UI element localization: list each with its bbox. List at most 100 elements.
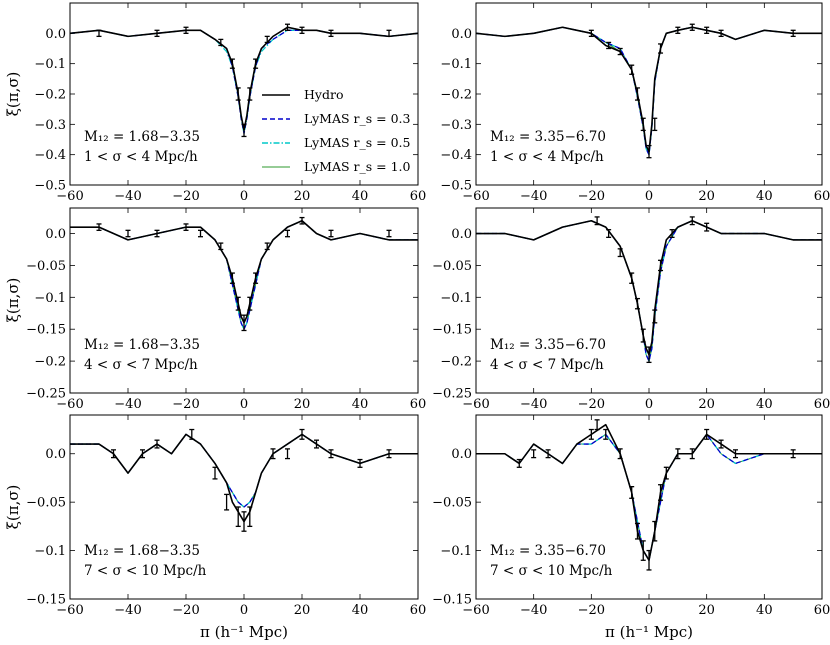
ytick-label-p12-1: −0.1	[440, 57, 472, 72]
ytick-label-p22-0: 0.0	[451, 227, 472, 242]
xtick-label-p21-4: 20	[294, 397, 311, 412]
annotation-p31-1: 7 < σ < 10 Mpc/h	[84, 563, 207, 579]
xtick-label-p12-2: −20	[578, 189, 605, 204]
xtick-label-p22-4: 20	[698, 397, 715, 412]
legend: Hydro LyMAS r_s = 0.3 LyMAS r_s = 0.5 Ly…	[262, 87, 410, 174]
annotation-p21-1: 4 < σ < 7 Mpc/h	[84, 357, 198, 373]
xtick-label-p31-5: 40	[352, 603, 369, 618]
panel-p12: −60 −40 −20 0 20 40 60 0.0 −0.1 −0.2 −0.3 −0.4 −0.5 M…	[440, 2, 830, 204]
xtick-label-p12-0: −60	[462, 189, 489, 204]
series-group-p31	[70, 428, 418, 532]
ytick-label-p12-4: −0.4	[440, 148, 472, 163]
ytick-label-p11-3: −0.3	[34, 118, 66, 133]
annotation-p31-0: M₁₂ = 1.68−3.35	[84, 543, 200, 559]
xtick-label-p22-1: −40	[520, 397, 547, 412]
ytick-label-p12-0: 0.0	[451, 27, 472, 42]
xtick-label-p32-6: 60	[814, 603, 830, 618]
ytick-label-p22-4: −0.2	[440, 355, 472, 370]
ytick-label-p32-3: −0.15	[432, 593, 472, 608]
xtick-label-p21-2: −20	[172, 397, 199, 412]
ytick-label-p21-5: −0.25	[26, 387, 66, 402]
panel-p21: −60 −40 −20 0 20 40 60 0.0 −0.05 −0.1 −0.15 −0.2 −0.…	[26, 207, 427, 412]
ytick-label-p12-3: −0.3	[440, 118, 472, 133]
series-group-p22	[476, 216, 822, 364]
ytick-label-p21-2: −0.1	[34, 291, 66, 306]
series-p11-0	[70, 26, 418, 132]
panel-p32: −60 −40 −20 0 20 40 60 0.0 −0.05 −0.1 −0.15 M₁₂ = 3…	[432, 414, 830, 618]
ytick-label-p21-1: −0.05	[26, 259, 66, 274]
panel-p31: −60 −40 −20 0 20 40 60 0.0 −0.05 −0.1 −0.15 M₁₂ = 1…	[26, 414, 427, 618]
frame-p22	[475, 207, 823, 394]
panel-p22: −60 −40 −20 0 20 40 60 0.0 −0.05 −0.1 −0.15 −0.2 −0.…	[432, 207, 830, 412]
ytick-label-p11-1: −0.1	[34, 57, 66, 72]
xtick-label-p11-5: 40	[352, 189, 369, 204]
annotation-p21-0: M₁₂ = 1.68−3.35	[84, 337, 200, 353]
annotation-p32-1: 7 < σ < 10 Mpc/h	[490, 563, 613, 579]
series-p22-0	[476, 219, 822, 356]
xtick-label-p22-3: 0	[645, 397, 653, 412]
xtick-label-p31-4: 20	[294, 603, 311, 618]
series-group-p32	[476, 419, 822, 571]
annotation-p11-1: 1 < σ < 4 Mpc/h	[84, 149, 198, 165]
xtick-label-p11-0: −60	[56, 189, 83, 204]
xtick-label-p22-2: −20	[578, 397, 605, 412]
xtick-label-p32-2: −20	[578, 603, 605, 618]
annotation-p12-0: M₁₂ = 3.35−6.70	[490, 129, 606, 145]
xtick-label-p21-6: 60	[410, 397, 427, 412]
xtick-label-p11-2: −20	[172, 189, 199, 204]
xtick-label-p32-4: 20	[698, 603, 715, 618]
xtick-label-p31-1: −40	[114, 603, 141, 618]
xtick-label-p32-3: 0	[645, 603, 653, 618]
xtick-label-p11-1: −40	[114, 189, 141, 204]
legend-label-rs10: LyMAS r_s = 1.0	[304, 159, 410, 174]
ytick-label-p31-2: −0.1	[34, 544, 66, 559]
xtick-label-p21-0: −60	[56, 397, 83, 412]
ytick-label-p32-0: 0.0	[451, 447, 472, 462]
ytick-label-p32-1: −0.05	[432, 496, 472, 511]
xtick-label-p11-3: 0	[240, 189, 248, 204]
ytick-label-p12-2: −0.2	[440, 88, 472, 103]
series-p21-0	[70, 219, 418, 324]
legend-label-rs05: LyMAS r_s = 0.5	[304, 135, 410, 150]
ytick-label-p21-3: −0.15	[26, 323, 66, 338]
annotation-p22-1: 4 < σ < 7 Mpc/h	[490, 357, 604, 373]
ytick-label-p22-3: −0.15	[432, 323, 472, 338]
ytick-label-p31-3: −0.15	[26, 593, 66, 608]
xtick-label-p31-0: −60	[56, 603, 83, 618]
xtick-label-p21-5: 40	[352, 397, 369, 412]
xlabel-left: π (h⁻¹ Mpc)	[200, 623, 288, 641]
xtick-label-p22-5: 40	[756, 397, 773, 412]
legend-label-hydro: Hydro	[304, 87, 343, 102]
xtick-label-p31-6: 60	[410, 603, 427, 618]
xtick-label-p12-5: 40	[756, 189, 773, 204]
xtick-label-p22-0: −60	[462, 397, 489, 412]
ytick-label-p31-1: −0.05	[26, 496, 66, 511]
annotation-p12-1: 1 < σ < 4 Mpc/h	[490, 149, 604, 165]
xtick-label-p32-1: −40	[520, 603, 547, 618]
series-group-p11	[70, 23, 418, 138]
ylabel-row1: ξ(π,σ)	[4, 72, 22, 117]
ytick-label-p11-5: −0.5	[34, 179, 66, 194]
ytick-label-p31-0: 0.0	[45, 447, 66, 462]
frame-p12	[475, 2, 823, 186]
ytick-label-p22-1: −0.05	[432, 259, 472, 274]
ylabel-row3: ξ(π,σ)	[4, 485, 22, 530]
ytick-label-p32-2: −0.1	[440, 544, 472, 559]
ytick-label-p11-4: −0.4	[34, 148, 66, 163]
series-group-p12	[476, 23, 822, 159]
xtick-label-p22-6: 60	[814, 397, 830, 412]
ytick-label-p22-5: −0.25	[432, 387, 472, 402]
ytick-label-p11-0: 0.0	[45, 27, 66, 42]
xlabel-right: π (h⁻¹ Mpc)	[605, 623, 693, 641]
ytick-label-p11-2: −0.2	[34, 88, 66, 103]
ylabel-row2: ξ(π,σ)	[4, 278, 22, 323]
series-group-p21	[70, 216, 418, 332]
frame-p32	[475, 414, 823, 600]
xtick-label-p11-4: 20	[294, 189, 311, 204]
ytick-label-p12-5: −0.5	[440, 179, 472, 194]
xtick-label-p12-1: −40	[520, 189, 547, 204]
xtick-label-p11-6: 60	[410, 189, 427, 204]
ytick-label-p22-2: −0.1	[440, 291, 472, 306]
xtick-label-p12-6: 60	[814, 189, 830, 204]
